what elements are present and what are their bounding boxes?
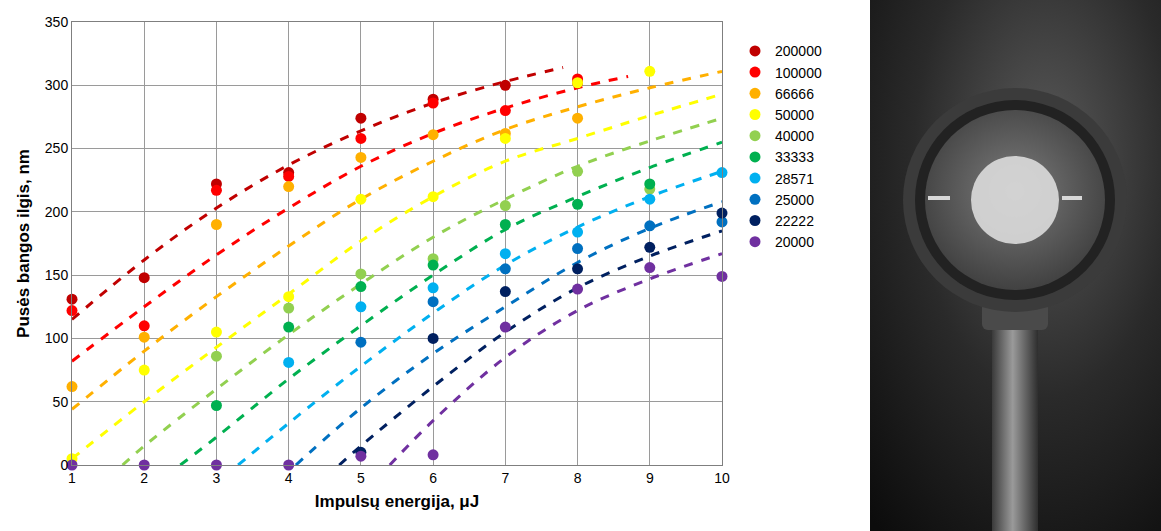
svg-text:20000: 20000 [775, 234, 814, 250]
svg-text:300: 300 [45, 77, 69, 93]
svg-text:7: 7 [501, 470, 509, 486]
svg-text:5: 5 [357, 470, 365, 486]
svg-text:25000: 25000 [775, 192, 814, 208]
svg-text:9: 9 [646, 470, 654, 486]
svg-text:50: 50 [53, 394, 69, 410]
svg-text:40000: 40000 [775, 128, 814, 144]
svg-text:3: 3 [213, 470, 221, 486]
svg-text:22222: 22222 [775, 213, 814, 229]
svg-text:2: 2 [140, 470, 148, 486]
svg-text:200: 200 [45, 204, 69, 220]
svg-text:66666: 66666 [775, 86, 814, 102]
svg-text:100: 100 [45, 330, 69, 346]
svg-text:50000: 50000 [775, 107, 814, 123]
svg-text:0: 0 [60, 457, 68, 473]
svg-text:33333: 33333 [775, 149, 814, 165]
svg-text:Impulsų energija, μJ: Impulsų energija, μJ [315, 492, 479, 511]
svg-text:150: 150 [45, 267, 69, 283]
svg-text:4: 4 [285, 470, 293, 486]
svg-text:350: 350 [45, 14, 69, 30]
svg-text:Pusės bangos ilgis, nm: Pusės bangos ilgis, nm [14, 149, 33, 338]
svg-text:200000: 200000 [775, 43, 822, 59]
svg-text:28571: 28571 [775, 171, 814, 187]
svg-text:10: 10 [714, 470, 730, 486]
svg-text:8: 8 [574, 470, 582, 486]
svg-text:1: 1 [68, 470, 76, 486]
svg-text:6: 6 [429, 470, 437, 486]
svg-text:100000: 100000 [775, 65, 822, 81]
svg-text:250: 250 [45, 140, 69, 156]
